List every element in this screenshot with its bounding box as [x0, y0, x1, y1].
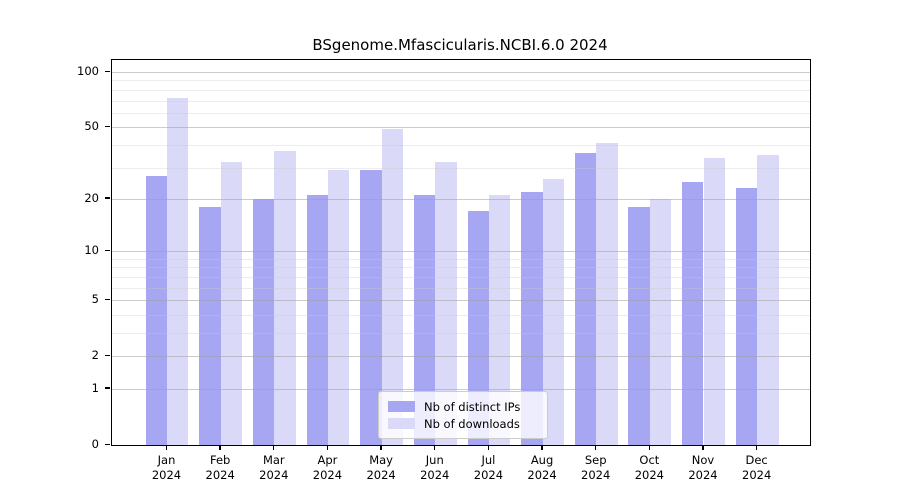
x-tick-label: Nov 2024 — [688, 453, 718, 482]
x-tick-label: Feb 2024 — [205, 453, 235, 482]
bar-distinct-ips — [628, 207, 650, 445]
y-tick-label: 50 — [84, 119, 99, 134]
bar-distinct-ips — [521, 191, 543, 445]
grid-line-minor — [112, 80, 810, 82]
x-tick-mark — [541, 445, 543, 450]
bar-downloads — [757, 155, 779, 445]
bar-distinct-ips — [145, 175, 167, 445]
grid-line-minor — [112, 100, 810, 102]
grid-line-major — [112, 72, 810, 73]
legend-swatch-downloads — [388, 418, 415, 429]
x-tick-mark — [219, 445, 221, 450]
y-tick-label: 5 — [91, 292, 99, 307]
x-tick-label: Apr 2024 — [312, 453, 343, 482]
plot-area — [111, 59, 811, 446]
x-tick-label: May 2024 — [366, 453, 396, 482]
x-tick-mark — [648, 445, 651, 450]
bar-downloads — [649, 198, 672, 445]
x-tick-label: Jan 2024 — [151, 453, 182, 482]
bar-downloads — [435, 162, 457, 445]
bar-downloads — [220, 162, 243, 445]
bar-distinct-ips — [735, 188, 758, 445]
x-tick-label: Sep 2024 — [581, 453, 611, 482]
x-tick-label: Jul 2024 — [473, 453, 504, 482]
bar-downloads — [542, 178, 564, 445]
legend-item: Nb of downloads — [388, 415, 537, 432]
bar-downloads — [274, 151, 296, 445]
x-tick-mark — [165, 445, 168, 450]
grid-line-minor — [112, 112, 810, 114]
y-tick-mark — [105, 197, 110, 199]
y-tick-label: 100 — [77, 64, 99, 78]
y-tick-label: 2 — [91, 348, 99, 363]
bar-distinct-ips — [252, 198, 275, 445]
bar-distinct-ips — [306, 195, 328, 445]
x-tick-mark — [434, 445, 436, 450]
grid-line-minor — [112, 89, 810, 91]
x-tick-label: Jun 2024 — [420, 453, 450, 482]
bar-distinct-ips — [467, 211, 489, 445]
y-tick-label: 10 — [84, 243, 99, 258]
y-tick-mark — [105, 387, 110, 389]
legend-swatch-distinct-ips — [388, 401, 415, 412]
legend-label: Nb of distinct IPs — [424, 399, 521, 414]
bar-distinct-ips — [199, 207, 221, 445]
x-tick-label: Mar 2024 — [259, 453, 289, 482]
bar-downloads — [703, 157, 725, 445]
x-tick-label: Aug 2024 — [527, 453, 557, 482]
bar-distinct-ips — [360, 170, 382, 445]
bar-downloads — [596, 142, 618, 445]
y-tick-mark — [105, 443, 110, 445]
y-tick-mark — [105, 298, 110, 301]
x-tick-mark — [273, 445, 275, 450]
x-tick-label: Dec 2024 — [742, 453, 772, 482]
chart-title: BSgenome.Mfascicularis.NCBI.6.0 2024 — [312, 36, 608, 54]
y-tick-mark — [105, 354, 110, 357]
y-tick-label: 0 — [91, 437, 99, 451]
x-tick-mark — [595, 445, 597, 450]
y-tick-mark — [105, 249, 110, 252]
bar-downloads — [381, 128, 403, 445]
grid-line-minor — [112, 144, 810, 146]
y-tick-mark — [105, 70, 110, 72]
x-tick-mark — [487, 445, 490, 450]
bar-downloads — [327, 170, 350, 445]
x-tick-mark — [326, 445, 329, 450]
x-tick-mark — [380, 445, 382, 450]
x-tick-label: Oct 2024 — [634, 453, 664, 482]
y-tick-label: 1 — [91, 380, 99, 395]
bar-distinct-ips — [574, 153, 597, 445]
bar-downloads — [488, 195, 511, 445]
bar-distinct-ips — [682, 181, 704, 445]
legend-label: Nb of downloads — [424, 416, 520, 431]
legend: Nb of distinct IPs Nb of downloads — [378, 391, 548, 439]
x-tick-mark — [702, 445, 704, 450]
legend-item: Nb of distinct IPs — [388, 398, 537, 415]
grid-line-major — [112, 127, 810, 129]
bar-distinct-ips — [413, 195, 436, 445]
x-tick-mark — [755, 445, 758, 450]
bar-downloads — [167, 98, 189, 445]
y-tick-mark — [105, 125, 110, 128]
y-tick-label: 20 — [84, 190, 99, 205]
